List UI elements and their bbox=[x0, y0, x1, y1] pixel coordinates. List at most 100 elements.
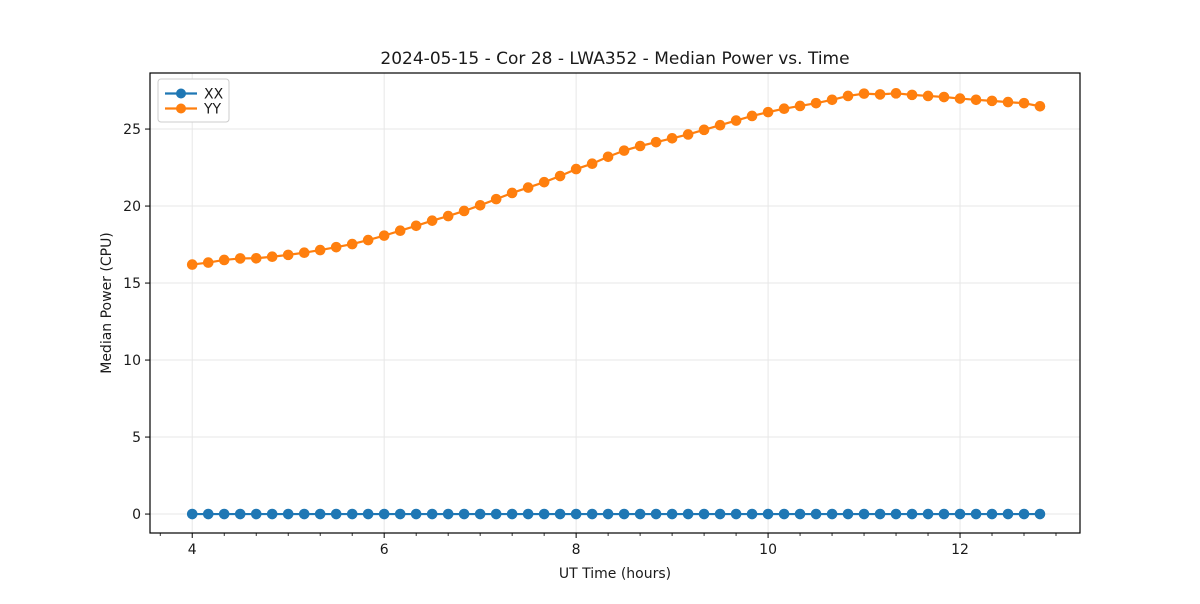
series-marker-xx bbox=[218, 508, 230, 520]
x-tick-label: 6 bbox=[380, 542, 389, 558]
x-tick-label: 4 bbox=[188, 542, 197, 558]
series-marker-yy bbox=[266, 251, 278, 263]
series-marker-yy bbox=[730, 115, 742, 126]
series-marker-xx bbox=[234, 508, 246, 520]
series-marker-xx bbox=[282, 508, 294, 520]
series-marker-yy bbox=[202, 257, 214, 268]
series-marker-yy bbox=[186, 259, 198, 270]
series-marker-xx bbox=[682, 508, 694, 520]
series-marker-xx bbox=[954, 508, 966, 520]
series-marker-yy bbox=[458, 205, 470, 217]
series-marker-yy bbox=[634, 140, 646, 152]
series-marker-xx bbox=[762, 508, 774, 520]
series-marker-xx bbox=[778, 508, 790, 520]
series-marker-xx bbox=[842, 508, 854, 520]
series-marker-yy bbox=[490, 193, 502, 205]
series-marker-yy bbox=[250, 252, 262, 264]
series-marker-yy bbox=[682, 129, 694, 140]
series-marker-yy bbox=[906, 89, 918, 101]
series-marker-xx bbox=[650, 508, 662, 520]
series-marker-yy bbox=[522, 182, 534, 193]
series-marker-xx bbox=[506, 508, 518, 520]
series-marker-xx bbox=[250, 508, 262, 520]
series-marker-xx bbox=[570, 508, 582, 520]
series-marker-xx bbox=[1034, 508, 1046, 520]
x-tick-label: 8 bbox=[572, 542, 581, 558]
series-marker-xx bbox=[426, 508, 438, 520]
legend-label-xx: XX bbox=[204, 87, 224, 103]
series-marker-yy bbox=[650, 136, 662, 148]
legend-box bbox=[157, 78, 230, 123]
series-marker-yy bbox=[378, 230, 390, 241]
series-marker-xx bbox=[394, 508, 406, 520]
series-marker-xx bbox=[1002, 508, 1014, 520]
series-marker-yy bbox=[698, 124, 710, 136]
series-marker-xx bbox=[1018, 508, 1030, 520]
series-marker-yy bbox=[714, 119, 726, 131]
series-marker-xx bbox=[410, 508, 422, 520]
series-marker-xx bbox=[538, 508, 550, 520]
series-marker-yy bbox=[330, 241, 342, 253]
y-tick-label: 10 bbox=[123, 353, 141, 369]
y-tick-label: 5 bbox=[132, 430, 141, 446]
series-marker-yy bbox=[586, 158, 598, 170]
series-marker-xx bbox=[714, 508, 726, 520]
series-marker-xx bbox=[186, 508, 198, 520]
series-marker-yy bbox=[922, 90, 934, 102]
series-marker-xx bbox=[202, 508, 214, 520]
series-marker-xx bbox=[442, 508, 454, 520]
series-marker-yy bbox=[762, 106, 774, 118]
series-marker-yy bbox=[298, 247, 310, 259]
series-marker-yy bbox=[778, 103, 790, 115]
series-marker-xx bbox=[474, 508, 486, 520]
series-marker-xx bbox=[378, 508, 390, 520]
chart-title: 2024-05-15 - Cor 28 - LWA352 - Median Po… bbox=[380, 49, 849, 69]
series-marker-yy bbox=[810, 97, 822, 109]
series-marker-xx bbox=[266, 508, 278, 520]
series-marker-xx bbox=[826, 508, 838, 520]
series-marker-xx bbox=[970, 508, 982, 520]
series-marker-yy bbox=[282, 249, 294, 261]
series-marker-xx bbox=[730, 508, 742, 520]
series-marker-yy bbox=[986, 95, 998, 107]
series-marker-xx bbox=[634, 508, 646, 520]
series-marker-xx bbox=[858, 508, 870, 520]
legend-marker-xx bbox=[176, 88, 186, 99]
y-tick-label: 15 bbox=[123, 276, 141, 292]
series-marker-yy bbox=[666, 132, 678, 144]
series-marker-xx bbox=[554, 508, 566, 520]
series-marker-xx bbox=[986, 508, 998, 520]
y-tick-label: 25 bbox=[123, 122, 141, 138]
series-marker-xx bbox=[874, 508, 886, 520]
series-marker-yy bbox=[618, 145, 630, 156]
series-marker-yy bbox=[826, 94, 838, 106]
series-line-yy bbox=[192, 92, 1041, 266]
series-marker-xx bbox=[490, 508, 502, 520]
series-marker-xx bbox=[746, 508, 758, 520]
series-marker-yy bbox=[602, 151, 614, 163]
y-tick-label: 20 bbox=[123, 199, 141, 215]
series-marker-xx bbox=[698, 508, 710, 520]
series-marker-yy bbox=[874, 89, 886, 100]
x-tick-label: 12 bbox=[951, 542, 969, 558]
series-marker-yy bbox=[538, 176, 550, 188]
series-marker-xx bbox=[458, 508, 470, 520]
series-marker-yy bbox=[506, 187, 518, 199]
series-marker-xx bbox=[618, 508, 630, 520]
series-marker-yy bbox=[410, 220, 422, 232]
plot-border bbox=[149, 72, 1081, 534]
series-marker-xx bbox=[586, 508, 598, 520]
series-marker-yy bbox=[218, 254, 230, 266]
series-marker-yy bbox=[346, 238, 358, 250]
series-marker-yy bbox=[938, 91, 950, 103]
series-marker-xx bbox=[890, 508, 902, 520]
series-marker-yy bbox=[394, 225, 406, 236]
series-marker-xx bbox=[938, 508, 950, 520]
series-marker-yy bbox=[858, 88, 870, 99]
series-marker-yy bbox=[474, 199, 486, 211]
series-marker-yy bbox=[234, 253, 246, 264]
series-marker-yy bbox=[314, 244, 326, 256]
